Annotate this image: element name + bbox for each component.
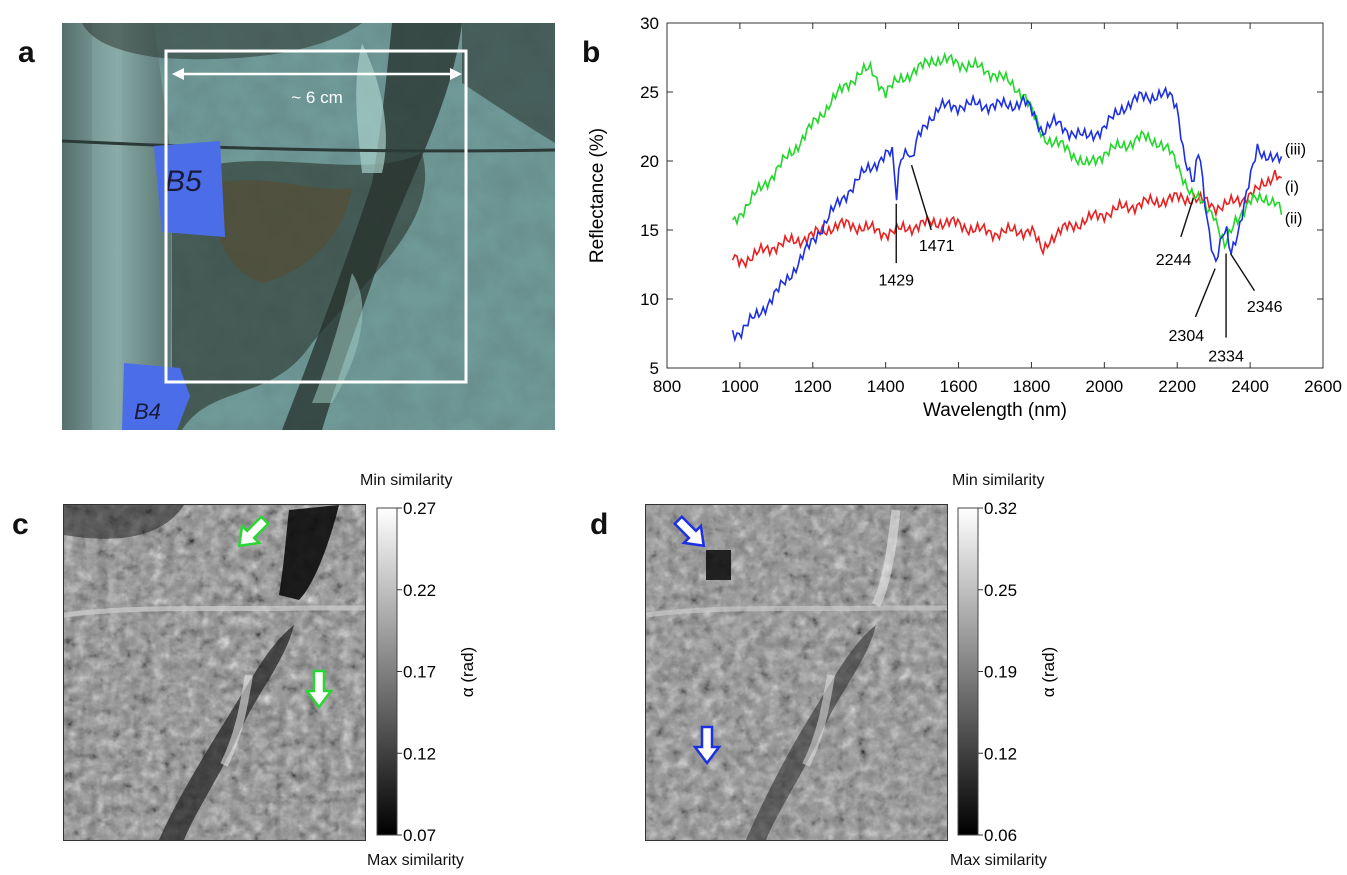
colorbar-tick-label: 0.06 bbox=[984, 826, 1017, 845]
colorbar-tick-label: 0.25 bbox=[984, 581, 1017, 600]
x-axis-label: Wavelength (nm) bbox=[923, 400, 1067, 421]
colorbar-tick-label: 0.27 bbox=[403, 500, 436, 518]
similarity-map-d bbox=[645, 504, 948, 841]
series-end-label: (ii) bbox=[1285, 211, 1303, 228]
y-axis-label: Reflectance (%) bbox=[587, 128, 608, 263]
annotation-label: 2334 bbox=[1208, 349, 1244, 366]
tape-label-b4: B4 bbox=[134, 399, 161, 424]
axis-ticks: 800 1000 1200 1400 1600 1800 2000 2200 2400 2600 5… bbox=[640, 14, 1342, 396]
arrows-c bbox=[237, 514, 334, 710]
surface-photo: B5 B4 ~ 6 cm bbox=[62, 23, 555, 430]
panel-label-c: c bbox=[12, 508, 29, 541]
colorbar-d-top-label: Min similarity bbox=[952, 472, 1045, 489]
annotation-leader bbox=[1194, 268, 1216, 318]
tape-label-b5: B5 bbox=[165, 165, 202, 198]
region-of-interest-box bbox=[164, 49, 468, 384]
arrow-d-2 bbox=[692, 725, 722, 766]
colorbar-tick-label: 0.22 bbox=[403, 581, 436, 600]
panel-label-b: b bbox=[582, 36, 601, 69]
series-line bbox=[731, 85, 1283, 343]
arrow-c-1 bbox=[237, 514, 271, 548]
x-tick-label: 2400 bbox=[1231, 377, 1269, 396]
series-line bbox=[731, 51, 1283, 250]
arrows-d bbox=[672, 514, 722, 766]
x-tick-label: 1400 bbox=[867, 377, 905, 396]
x-tick-label: 1200 bbox=[794, 377, 832, 396]
series-line bbox=[731, 169, 1282, 270]
colorbar-tick-label: 0.12 bbox=[403, 744, 436, 763]
surface-photo-drawing: B5 B4 ~ 6 cm bbox=[62, 23, 555, 430]
colorbar-d-bottom-label: Max similarity bbox=[950, 852, 1047, 869]
x-tick-label: 1600 bbox=[940, 377, 978, 396]
x-tick-label: 2000 bbox=[1085, 377, 1123, 396]
panel-label-d: d bbox=[590, 508, 609, 541]
y-tick-label: 15 bbox=[640, 221, 659, 240]
reflectance-chart: 800 1000 1200 1400 1600 1800 2000 2200 2400 2600 5… bbox=[587, 14, 1342, 421]
x-tick-label: 800 bbox=[653, 377, 681, 396]
x-tick-label: 2200 bbox=[1158, 377, 1196, 396]
scale-label: ~ 6 cm bbox=[291, 88, 343, 107]
annotation-label: 2244 bbox=[1156, 252, 1192, 269]
annotation-label: 2346 bbox=[1247, 299, 1283, 316]
annotation-leader bbox=[1180, 198, 1194, 238]
colorbar-d: 0.32 0.25 0.19 0.12 0.06 α (rad) bbox=[957, 500, 1058, 845]
y-tick-label: 5 bbox=[650, 359, 659, 378]
series-labels: (iii) (i) (ii) bbox=[1285, 142, 1306, 228]
x-tick-label: 1000 bbox=[721, 377, 759, 396]
colorbar-c-top-label: Min similarity bbox=[360, 472, 453, 489]
y-tick-label: 30 bbox=[640, 14, 659, 33]
annotation-leader bbox=[910, 164, 932, 231]
annotation-leader bbox=[1229, 253, 1256, 292]
similarity-map-d-image bbox=[646, 505, 947, 840]
colorbar-tick-label: 0.17 bbox=[403, 663, 436, 682]
x-tick-label: 2600 bbox=[1304, 377, 1342, 396]
colorbar-c-bottom-label: Max similarity bbox=[367, 852, 464, 869]
series-end-label: (i) bbox=[1285, 179, 1299, 196]
colorbar-c-axis-label: α (rad) bbox=[458, 647, 477, 697]
series-end-label: (iii) bbox=[1285, 142, 1306, 159]
colorbar-c: 0.27 0.22 0.17 0.12 0.07 α (rad) bbox=[376, 500, 477, 845]
annotation-label: 1471 bbox=[919, 238, 955, 255]
arrow-c-2 bbox=[304, 669, 334, 710]
colorbar-tick-label: 0.12 bbox=[984, 744, 1017, 763]
y-tick-label: 20 bbox=[640, 152, 659, 171]
panel-label-a: a bbox=[18, 36, 35, 69]
colorbar-tick-label: 0.19 bbox=[984, 663, 1017, 682]
plot-frame bbox=[666, 22, 1324, 369]
colorbar-d-gradient bbox=[957, 507, 979, 836]
colorbar-tick-label: 0.07 bbox=[403, 826, 436, 845]
colorbar-tick-label: 0.32 bbox=[984, 500, 1017, 518]
colorbar-c-gradient bbox=[376, 507, 398, 836]
y-tick-label: 25 bbox=[640, 83, 659, 102]
x-tick-label: 1800 bbox=[1013, 377, 1051, 396]
annotation-label: 2304 bbox=[1169, 328, 1205, 345]
scale-arrow bbox=[172, 68, 462, 80]
arrow-d-1 bbox=[672, 514, 706, 548]
similarity-map-c bbox=[63, 504, 366, 841]
colorbar-d-axis-label: α (rad) bbox=[1039, 647, 1058, 697]
y-tick-label: 10 bbox=[640, 290, 659, 309]
series-lines bbox=[731, 51, 1283, 343]
annotation-label: 1429 bbox=[878, 273, 914, 290]
